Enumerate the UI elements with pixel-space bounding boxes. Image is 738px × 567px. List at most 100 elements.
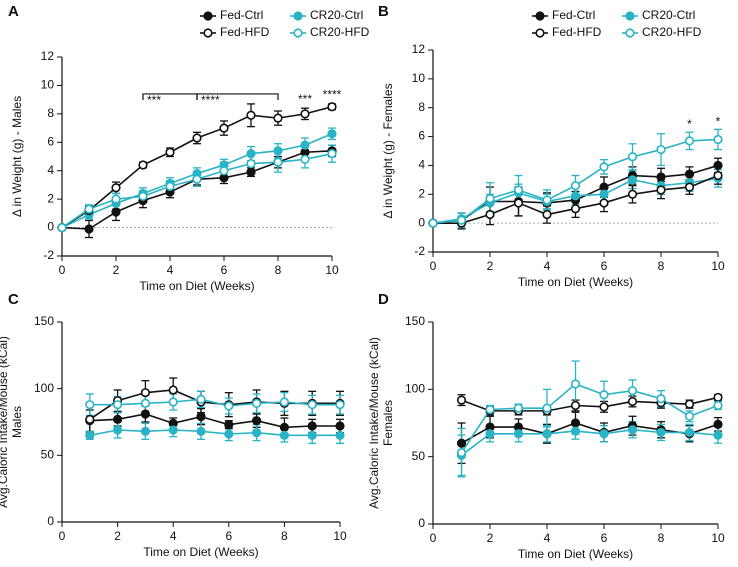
data-point (327, 102, 337, 112)
data-point (246, 149, 256, 159)
x-tick-label: 4 (544, 531, 551, 545)
data-point (656, 185, 666, 195)
data-point (456, 438, 467, 448)
data-point (140, 388, 150, 398)
y-tick-label: 0 (47, 514, 54, 528)
y-tick-label: 100 (34, 381, 54, 395)
x-tick-label: 0 (59, 529, 66, 543)
data-point (165, 147, 175, 157)
data-point (599, 189, 609, 199)
y-tick-label: 150 (34, 314, 54, 328)
data-point (513, 198, 524, 208)
x-tick-label: 10 (333, 529, 347, 543)
legend-marker (535, 28, 545, 38)
legend-marker (203, 11, 213, 21)
data-point (168, 385, 178, 395)
data-point (252, 416, 262, 426)
x-axis-label: Time on Diet (Weeks) (518, 275, 633, 289)
data-point (273, 113, 283, 123)
data-point (335, 421, 345, 431)
x-tick-label: 8 (281, 529, 288, 543)
series-line (61, 152, 333, 229)
data-point (513, 429, 524, 439)
legend-marker (535, 11, 545, 21)
data-point (112, 414, 123, 424)
x-tick-label: 8 (275, 263, 282, 277)
data-point (713, 419, 723, 429)
y-tick-label: 50 (412, 449, 426, 463)
data-point (111, 194, 121, 204)
series-line (61, 150, 333, 230)
data-point (85, 430, 95, 440)
series-line (460, 383, 719, 454)
y-tick-label: 2 (418, 186, 425, 200)
y-tick-label: 4 (47, 163, 54, 177)
data-point (570, 204, 581, 214)
data-point (192, 133, 202, 143)
data-point (140, 426, 150, 436)
y-tick-label: 12 (41, 49, 55, 63)
data-point (307, 400, 317, 410)
data-point (656, 427, 666, 438)
x-tick-label: 4 (167, 263, 174, 277)
x-tick-label: 6 (225, 529, 232, 543)
data-point (599, 162, 609, 172)
x-tick-label: 10 (325, 263, 339, 277)
x-axis-label: Time on Diet (Weeks) (139, 279, 254, 293)
series-line (89, 429, 340, 437)
data-point (252, 428, 262, 438)
significance-label: **** (323, 88, 342, 102)
legend-label: CR20-HFD (642, 25, 702, 39)
x-tick-label: 8 (658, 531, 665, 545)
data-point (627, 425, 638, 435)
data-point (279, 397, 290, 407)
y-tick-label: 100 (405, 382, 425, 396)
y-axis-label: Males (10, 406, 24, 438)
data-point (335, 430, 345, 440)
y-tick-label: 10 (412, 71, 426, 85)
y-tick-label: 12 (412, 42, 426, 56)
data-point (219, 166, 229, 176)
data-point (196, 426, 206, 436)
legend-label: Fed-Ctrl (220, 8, 263, 22)
data-point (713, 400, 723, 411)
data-point (252, 398, 262, 408)
data-point (307, 430, 317, 440)
data-point (196, 394, 206, 404)
data-point (485, 194, 495, 204)
data-point (246, 110, 256, 120)
data-point (273, 146, 283, 156)
series-line (89, 413, 340, 429)
data-point (485, 429, 495, 439)
data-point (300, 140, 310, 150)
data-point (246, 167, 256, 177)
data-point (542, 429, 552, 439)
data-point (224, 429, 234, 439)
data-point (656, 172, 666, 182)
panel-letter: B (378, 3, 389, 20)
data-point (570, 181, 581, 191)
data-point (327, 129, 337, 139)
data-point (300, 109, 310, 119)
legend-marker (625, 11, 635, 21)
data-point (140, 398, 150, 408)
series-line (89, 398, 340, 407)
y-axis-label: Δ in Weight (g) - Males (10, 96, 24, 217)
series-line (461, 396, 719, 412)
data-point (84, 204, 94, 214)
legend-label: CR20-Ctrl (310, 8, 363, 22)
data-point (599, 429, 609, 439)
series-line (461, 428, 719, 456)
legend-label: CR20-Ctrl (642, 8, 695, 22)
data-point (246, 159, 256, 169)
x-tick-label: 10 (711, 259, 725, 273)
data-point (656, 144, 666, 155)
data-point (307, 421, 317, 431)
y-tick-label: 50 (41, 448, 55, 462)
y-tick-label: 2 (47, 191, 54, 205)
data-point (684, 427, 695, 438)
y-axis-label: Females (381, 400, 395, 446)
data-point (713, 392, 723, 403)
data-point (713, 170, 723, 181)
